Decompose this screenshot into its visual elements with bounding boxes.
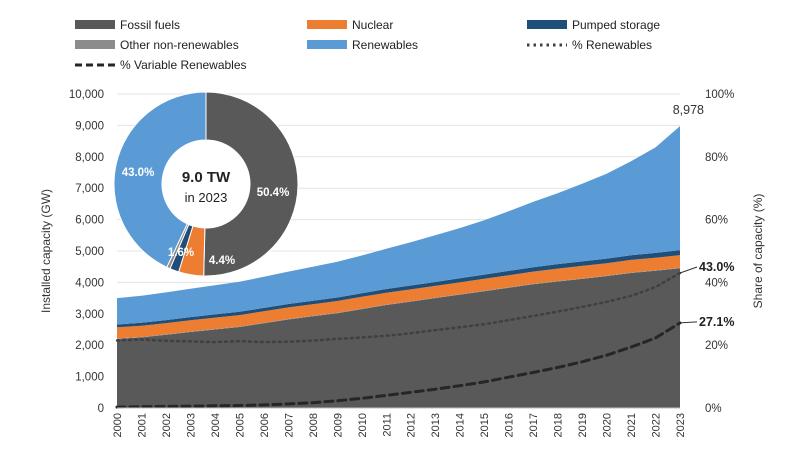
- x-tick-label-2023: 2023: [675, 413, 687, 437]
- donut-label-pumped-storage: 1.6%: [168, 247, 194, 259]
- x-tick-label-2021: 2021: [626, 413, 638, 437]
- x-tick-label-2015: 2015: [479, 413, 491, 437]
- line-renewables: [115, 271, 682, 344]
- pct-variable-end-label: 27.1%: [699, 315, 734, 329]
- y2-axis-title: Share of capacity (%): [751, 194, 765, 309]
- area-pumped-storage: [117, 250, 680, 328]
- legend: Fossil fuels Nuclear Pumped storage Other n…: [75, 18, 660, 72]
- y-tick-label-5000: 5,000: [75, 246, 104, 258]
- legend-pumped-storage-label: Pumped storage: [572, 18, 660, 32]
- area-fossil-fuels: [117, 268, 680, 408]
- donut-slice-renewables: [113, 91, 207, 268]
- y-tick-label-7000: 7,000: [75, 183, 104, 195]
- x-tick-label-2022: 2022: [651, 413, 663, 437]
- y2-tick-label-80: 80%: [705, 152, 728, 164]
- y-tick-label-2000: 2,000: [75, 340, 104, 352]
- line-variable-renewables: [115, 321, 682, 409]
- donut-center-subtitle: in 2023: [185, 190, 228, 205]
- y-tick-label-3000: 3,000: [75, 309, 104, 321]
- stacked-areas: [117, 126, 680, 408]
- y2-tick-label-0: 0%: [705, 403, 722, 415]
- x-tick-label-2000: 2000: [112, 413, 124, 437]
- x-tick-label-2016: 2016: [504, 413, 516, 437]
- x-tick-label-2013: 2013: [430, 413, 442, 437]
- legend-fossil-fuels-label: Fossil fuels: [120, 18, 180, 32]
- x-tick-label-2019: 2019: [577, 413, 589, 437]
- x-tick-label-2001: 2001: [136, 413, 148, 437]
- legend-variable-renewables-label: % Variable Renewables: [120, 58, 247, 72]
- y-tick-label-6000: 6,000: [75, 215, 104, 227]
- y-tick-label-10000: 10,000: [69, 89, 104, 101]
- area-renewables: [117, 126, 680, 325]
- y-tick-label-4000: 4,000: [75, 277, 104, 289]
- x-tick-label-2004: 2004: [210, 413, 222, 437]
- legend-renewables-label: Renewables: [352, 38, 418, 52]
- x-tick-label-2007: 2007: [283, 413, 295, 437]
- pct-variable-leader: [679, 321, 698, 324]
- total-end-label: 8,978: [673, 103, 704, 117]
- donut-center-title: 9.0 TW: [182, 169, 231, 186]
- donut-label-nuclear: 4.4%: [209, 255, 235, 267]
- legend-nuclear-swatch: [307, 20, 347, 29]
- y-tick-label-8000: 8,000: [75, 152, 104, 164]
- legend-nuclear-label: Nuclear: [352, 18, 393, 32]
- share-lines: [115, 271, 682, 409]
- y2-tick-label-100: 100%: [705, 89, 734, 101]
- legend-renewables-swatch: [307, 40, 347, 49]
- donut-hole: [163, 141, 249, 227]
- x-tick-label-2006: 2006: [259, 413, 271, 437]
- x-tick-label-2009: 2009: [332, 413, 344, 437]
- y2-tick-label-40: 40%: [705, 277, 728, 289]
- end-annotations: 8,978 43.0% 27.1%: [673, 103, 735, 329]
- axes: 0 1,000 2,000 3,000 4,000 5,000 6,000 7,000 8,00…: [39, 89, 765, 437]
- y-tick-label-1000: 1,000: [75, 372, 104, 384]
- y2-tick-label-60: 60%: [705, 215, 728, 227]
- legend-pumped-storage-swatch: [527, 20, 567, 29]
- donut-label-fossil-fuels: 50.4%: [257, 187, 290, 199]
- x-tick-label-2002: 2002: [161, 413, 173, 437]
- donut-label-renewables: 43.0%: [122, 167, 155, 179]
- x-tick-label-2010: 2010: [357, 413, 369, 437]
- donut-slice-fossil-fuels: [203, 91, 299, 277]
- x-tick-label-2020: 2020: [602, 413, 614, 437]
- y-tick-label-0: 0: [98, 403, 104, 415]
- area-nuclear: [117, 255, 680, 339]
- x-tick-label-2012: 2012: [406, 413, 418, 437]
- pct-renewables-end-label: 43.0%: [699, 260, 734, 274]
- legend-other-non-renewables-label: Other non-renewables: [120, 38, 239, 52]
- legend-fossil-fuels-swatch: [75, 20, 115, 29]
- y2-tick-label-20: 20%: [705, 340, 728, 352]
- x-tick-label-2011: 2011: [381, 413, 393, 437]
- x-tick-label-2017: 2017: [528, 413, 540, 437]
- pct-renewables-leader: [679, 266, 698, 274]
- x-tick-label-2005: 2005: [234, 413, 246, 437]
- x-tick-label-2018: 2018: [553, 413, 565, 437]
- legend-other-non-renewables-swatch: [75, 40, 115, 49]
- y-axis-title: Installed capacity (GW): [39, 189, 53, 313]
- legend-renewables-label: % Renewables: [572, 38, 652, 52]
- x-tick-label-2003: 2003: [185, 413, 197, 437]
- y-tick-label-9000: 9,000: [75, 120, 104, 132]
- x-tick-label-2008: 2008: [308, 413, 320, 437]
- inset-donut: 50.4% 4.4% 1.6% 43.0% 9.0 TW in 2023: [113, 91, 299, 277]
- x-tick-label-2014: 2014: [455, 413, 467, 437]
